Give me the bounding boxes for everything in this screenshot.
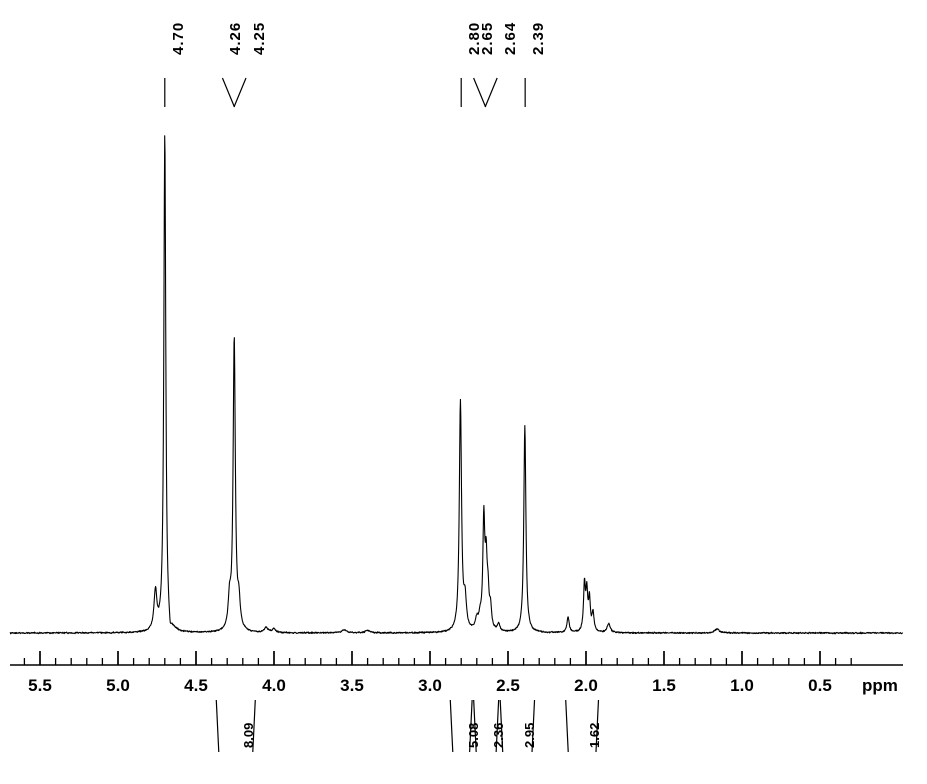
integral-value-label: 2.36 xyxy=(491,722,507,748)
axis-unit-label: ppm xyxy=(862,676,898,695)
axis-tick-label: 1.5 xyxy=(652,676,676,695)
integral-brackets xyxy=(215,699,600,753)
integral-bracket-left xyxy=(565,699,569,753)
axis-tick-label: 2.5 xyxy=(496,676,520,695)
axis-tick-label: 1.0 xyxy=(730,676,754,695)
peak-label: 4.26 xyxy=(227,21,245,55)
integral-bracket-right xyxy=(595,699,600,753)
integral-bracket-right xyxy=(469,699,473,753)
peak-leader-line xyxy=(221,77,235,108)
integral-value-label: 2.95 xyxy=(522,722,538,748)
integral-bracket-right xyxy=(252,699,256,753)
peak-leader-line xyxy=(473,77,487,108)
peak-label-leaders xyxy=(164,77,526,108)
axis-tick-label: 4.0 xyxy=(262,676,286,695)
peak-label: 2.64 xyxy=(502,21,520,55)
axis-tick-label: 3.0 xyxy=(418,676,442,695)
axis-tick-label: 3.5 xyxy=(340,676,364,695)
spectrum-trace xyxy=(9,135,904,635)
trace-polyline xyxy=(9,135,904,635)
integral-value-label: 8.09 xyxy=(240,722,256,748)
integral-bracket-left xyxy=(215,699,220,753)
integral-bracket-left xyxy=(449,699,454,753)
peak-label: 4.70 xyxy=(169,21,187,55)
integral-bracket-left xyxy=(473,699,477,753)
axis-tick-label: 5.5 xyxy=(28,676,52,695)
integral-bracket-right xyxy=(531,699,536,753)
integral-bracket-right xyxy=(495,699,500,753)
integral-value-label: 1.62 xyxy=(587,722,603,748)
peak-label: 2.65 xyxy=(478,21,496,55)
axis-tick-label: 5.0 xyxy=(106,676,130,695)
axis-tick-label: 4.5 xyxy=(184,676,208,695)
peak-leader-line xyxy=(484,77,498,108)
axis-tick-label: 0.5 xyxy=(808,676,832,695)
axis-tick-label: 2.0 xyxy=(574,676,598,695)
integral-bracket-left xyxy=(499,699,504,753)
peak-leader-line xyxy=(233,77,247,108)
x-axis xyxy=(10,651,903,666)
peak-label: 2.39 xyxy=(530,21,548,55)
peak-label: 4.25 xyxy=(251,21,268,55)
integral-value-label: 5.08 xyxy=(466,722,482,748)
